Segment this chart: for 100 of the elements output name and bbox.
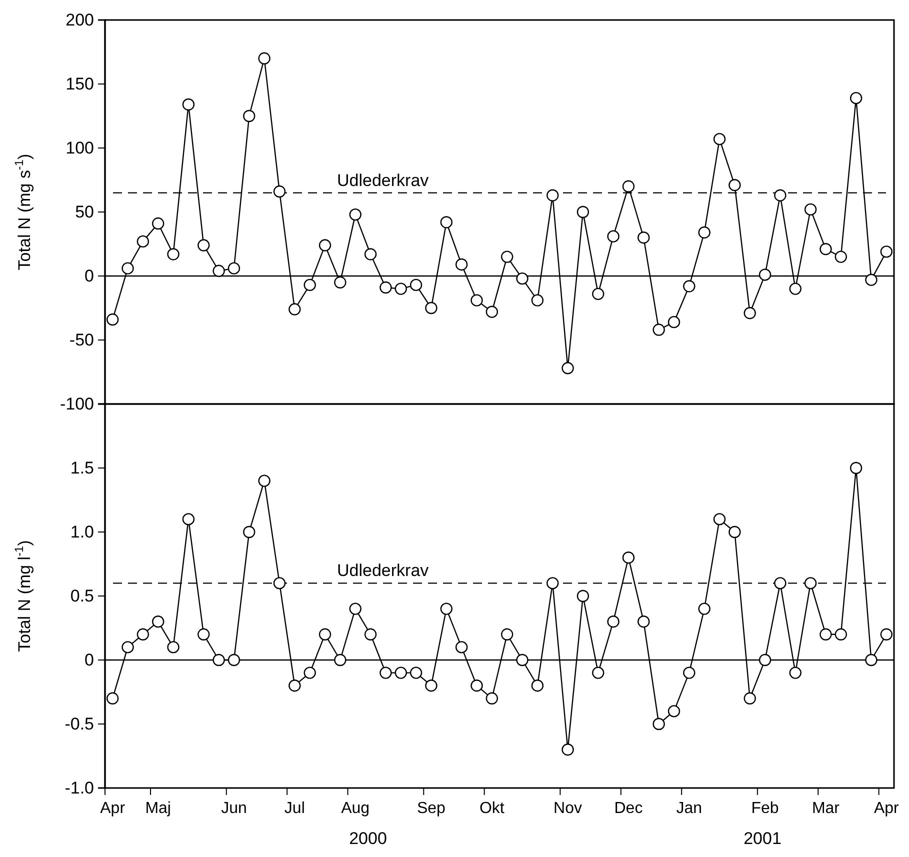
point (531, 680, 544, 692)
point (212, 264, 225, 277)
point (349, 208, 362, 221)
point (273, 185, 286, 198)
point (440, 602, 452, 615)
point (380, 281, 392, 294)
point (500, 628, 514, 640)
x-tick-label: Feb (751, 800, 779, 817)
point (455, 641, 468, 654)
point (182, 98, 195, 111)
point (106, 313, 119, 326)
y-tick-label: 0 (84, 266, 94, 286)
point (774, 189, 786, 202)
point (698, 602, 710, 615)
point (334, 276, 346, 288)
x-tick-label: Mar (812, 800, 840, 817)
point (334, 654, 346, 666)
point (425, 680, 438, 692)
point (470, 680, 483, 692)
point (592, 288, 604, 300)
x-tick-label: Jun (221, 800, 247, 817)
point (364, 628, 377, 640)
point (713, 132, 726, 146)
point (106, 692, 119, 704)
point (136, 235, 150, 248)
point (455, 258, 468, 271)
point (167, 248, 180, 260)
point (865, 654, 878, 666)
point (198, 239, 210, 252)
point (318, 628, 332, 640)
point (470, 294, 483, 306)
point (228, 654, 240, 666)
point (652, 718, 665, 730)
point (410, 278, 422, 292)
point (622, 180, 635, 192)
x-tick-label: Sep (416, 800, 446, 817)
y-tick-label: -1.0 (64, 778, 94, 798)
point (834, 250, 847, 263)
x-tick-label: Jan (676, 800, 702, 817)
point (622, 552, 635, 564)
point (713, 513, 726, 526)
point (728, 526, 741, 538)
point (880, 628, 893, 640)
point (576, 206, 590, 218)
point (243, 526, 256, 538)
point (486, 692, 498, 704)
point (516, 272, 528, 285)
point (516, 654, 528, 666)
point (288, 680, 301, 692)
point (318, 239, 332, 252)
y-tick-label: 0.5 (70, 586, 94, 606)
y-tick-label: 0 (84, 650, 94, 670)
point (380, 666, 392, 679)
point (789, 666, 802, 679)
point (652, 324, 665, 336)
y-tick-label: -50 (69, 330, 94, 350)
point (122, 262, 134, 274)
point (364, 248, 377, 260)
point (152, 616, 164, 628)
x-tick-label: Maj (145, 800, 171, 817)
point (638, 232, 650, 244)
point (486, 306, 498, 318)
point (243, 110, 256, 122)
point (744, 307, 756, 320)
point (850, 462, 862, 474)
ref-line-label: Udlederkrav (337, 561, 430, 580)
point (394, 666, 407, 679)
point (394, 282, 407, 295)
point (258, 52, 270, 64)
point (182, 513, 195, 526)
y-tick-label: 150 (66, 74, 94, 94)
point (668, 316, 680, 328)
text: 2001 (744, 829, 782, 848)
point (834, 628, 847, 640)
point (683, 280, 696, 292)
point (546, 189, 559, 202)
point (425, 302, 438, 314)
point (304, 278, 316, 292)
y-tick-label: 1.5 (70, 458, 94, 478)
ref-line-label: Udlederkrav (337, 170, 430, 190)
point (440, 216, 452, 228)
x-tick-label: Aug (341, 800, 370, 817)
point (865, 274, 878, 286)
point (850, 92, 862, 104)
point (820, 628, 832, 640)
point (668, 705, 680, 718)
y-tick-label: 100 (66, 138, 94, 158)
point (576, 590, 590, 602)
point (349, 602, 362, 615)
point (410, 666, 422, 679)
point (638, 616, 650, 628)
y-tick-label: 200 (66, 10, 94, 30)
point (758, 268, 772, 281)
point (198, 628, 210, 640)
point (683, 666, 696, 679)
y-tick-label: 50 (75, 202, 94, 222)
point (774, 577, 786, 590)
y-tick-label: -0.5 (64, 714, 94, 734)
point (820, 243, 832, 256)
point (273, 577, 286, 590)
